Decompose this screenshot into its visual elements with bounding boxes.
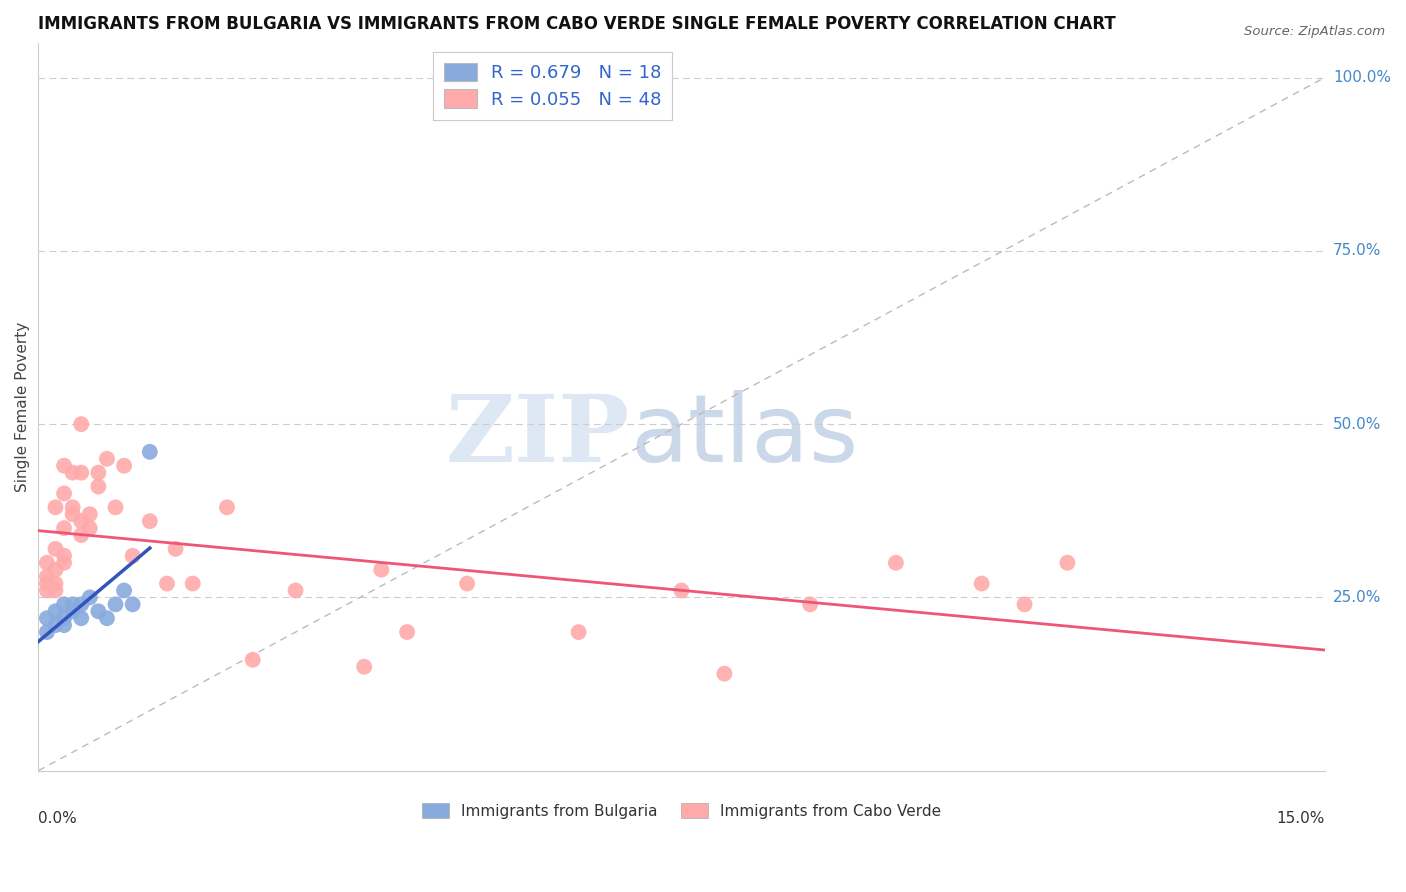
Point	[79, 507, 101, 521]
Text: 100.0%: 100.0%	[1333, 70, 1391, 85]
Point	[884, 556, 907, 570]
Point	[44, 500, 66, 515]
Point	[104, 598, 127, 612]
Point	[104, 500, 127, 515]
Point	[70, 466, 93, 480]
Point	[96, 451, 118, 466]
Point	[121, 598, 143, 612]
Point	[139, 445, 162, 459]
Point	[44, 583, 66, 598]
Point	[242, 653, 264, 667]
Point	[87, 466, 110, 480]
Point	[87, 604, 110, 618]
Point	[62, 507, 84, 521]
Point	[79, 591, 101, 605]
Point	[35, 611, 58, 625]
Text: ZIP: ZIP	[446, 391, 630, 481]
Point	[53, 549, 76, 563]
Text: IMMIGRANTS FROM BULGARIA VS IMMIGRANTS FROM CABO VERDE SINGLE FEMALE POVERTY COR: IMMIGRANTS FROM BULGARIA VS IMMIGRANTS F…	[38, 15, 1116, 33]
Point	[284, 583, 307, 598]
Point	[53, 486, 76, 500]
Point	[70, 611, 93, 625]
Point	[44, 604, 66, 618]
Point	[165, 541, 187, 556]
Point	[139, 514, 162, 528]
Point	[53, 611, 76, 625]
Point	[215, 500, 238, 515]
Point	[181, 576, 204, 591]
Point	[53, 458, 76, 473]
Point	[70, 417, 93, 431]
Point	[70, 598, 93, 612]
Point	[62, 466, 84, 480]
Point	[70, 528, 93, 542]
Point	[35, 556, 58, 570]
Point	[156, 576, 179, 591]
Point	[79, 521, 101, 535]
Text: 75.0%: 75.0%	[1333, 244, 1381, 259]
Point	[35, 569, 58, 583]
Point	[35, 583, 58, 598]
Point	[568, 625, 591, 640]
Point	[713, 666, 735, 681]
Point	[121, 549, 143, 563]
Y-axis label: Single Female Poverty: Single Female Poverty	[15, 322, 30, 491]
Point	[62, 500, 84, 515]
Text: 50.0%: 50.0%	[1333, 417, 1381, 432]
Point	[970, 576, 993, 591]
Point	[44, 541, 66, 556]
Legend: R = 0.679   N = 18, R = 0.055   N = 48: R = 0.679 N = 18, R = 0.055 N = 48	[433, 52, 672, 120]
Point	[53, 556, 76, 570]
Point	[353, 659, 375, 673]
Point	[1056, 556, 1078, 570]
Point	[53, 598, 76, 612]
Point	[671, 583, 693, 598]
Point	[96, 611, 118, 625]
Point	[70, 514, 93, 528]
Point	[396, 625, 419, 640]
Point	[112, 458, 135, 473]
Point	[62, 598, 84, 612]
Text: 15.0%: 15.0%	[1277, 811, 1324, 826]
Point	[370, 563, 392, 577]
Point	[87, 479, 110, 493]
Text: atlas: atlas	[630, 390, 858, 482]
Text: 25.0%: 25.0%	[1333, 590, 1381, 605]
Point	[35, 576, 58, 591]
Point	[799, 598, 821, 612]
Point	[456, 576, 478, 591]
Point	[44, 563, 66, 577]
Point	[35, 625, 58, 640]
Point	[53, 521, 76, 535]
Text: 0.0%: 0.0%	[38, 811, 77, 826]
Text: Source: ZipAtlas.com: Source: ZipAtlas.com	[1244, 25, 1385, 38]
Point	[44, 618, 66, 632]
Point	[1014, 598, 1036, 612]
Point	[62, 604, 84, 618]
Point	[112, 583, 135, 598]
Point	[44, 576, 66, 591]
Point	[53, 618, 76, 632]
